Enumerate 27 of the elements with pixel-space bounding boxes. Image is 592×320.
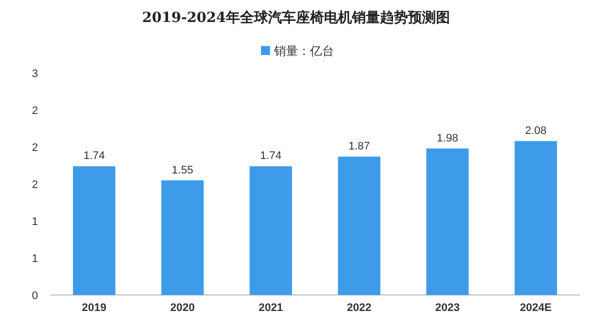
legend-label: 销量：亿台 xyxy=(273,44,334,58)
bar xyxy=(72,166,116,295)
y-tick-label: 2 xyxy=(32,105,38,117)
bar xyxy=(338,156,380,295)
x-tick-label: 2019 xyxy=(82,302,106,314)
x-tick-label: 2020 xyxy=(170,302,195,314)
y-tick-label: 2 xyxy=(32,179,38,191)
bar xyxy=(514,141,558,295)
y-tick-label: 1 xyxy=(32,216,38,228)
y-tick-label: 1 xyxy=(32,253,38,265)
bar xyxy=(250,166,292,295)
y-tick-label: 2 xyxy=(32,142,38,154)
data-label: 1.87 xyxy=(348,140,370,153)
x-tick-label: 2023 xyxy=(435,302,460,314)
y-tick-label: 0 xyxy=(32,290,38,302)
y-tick-label: 3 xyxy=(32,68,38,80)
data-label: 2.08 xyxy=(525,125,547,138)
data-label: 1.74 xyxy=(83,150,105,162)
data-label: 1.55 xyxy=(172,164,194,176)
x-tick-label: 2022 xyxy=(346,302,372,314)
x-tick-label: 2021 xyxy=(258,302,284,314)
x-tick-label: 2024E xyxy=(520,302,552,314)
data-label: 1.98 xyxy=(436,132,458,144)
bar xyxy=(426,148,469,295)
data-label: 1.74 xyxy=(260,150,282,162)
bar xyxy=(161,180,204,295)
chart-title: 2019-2024年全球汽车座椅电机销量趋势预测图 xyxy=(142,9,450,26)
